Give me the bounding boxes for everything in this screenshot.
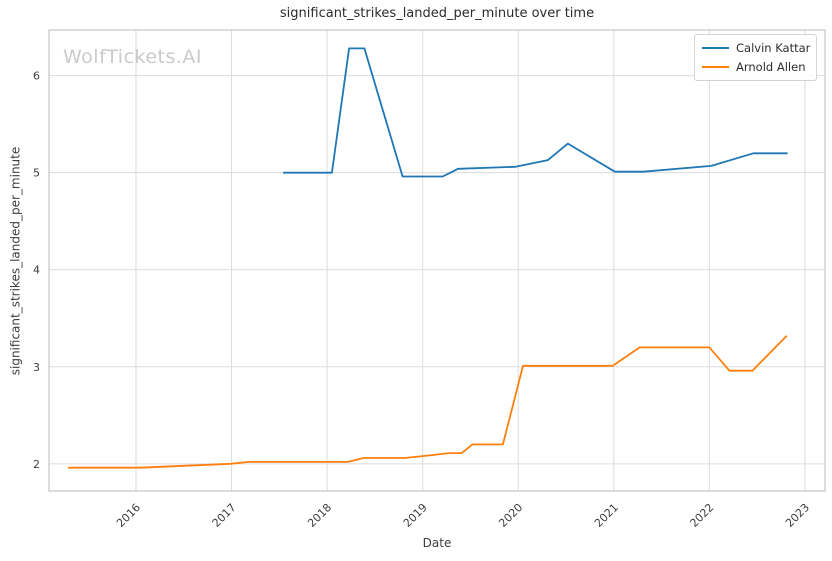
x-tick-label: 2022 — [687, 501, 716, 530]
x-axis-label: Date — [422, 536, 452, 550]
y-axis-label-container: significant_strikes_landed_per_minute — [4, 30, 26, 491]
legend: Calvin Kattar Arnold Allen — [694, 34, 817, 81]
legend-item: Arnold Allen — [702, 59, 808, 75]
legend-line-swatch — [702, 47, 729, 49]
legend-label: Arnold Allen — [736, 60, 806, 74]
y-axis-label: significant_strikes_landed_per_minute — [8, 146, 23, 375]
x-tick-label: 2021 — [592, 501, 621, 530]
y-tick-label: 2 — [33, 458, 40, 471]
series-line-arnold-allen — [68, 335, 788, 469]
y-tick-label: 3 — [33, 361, 40, 374]
x-tick-label: 2016 — [114, 501, 143, 530]
y-tick-label: 4 — [33, 264, 40, 277]
y-tick-label: 5 — [33, 167, 40, 180]
x-tick-label: 2017 — [210, 501, 239, 530]
plot-border — [48, 29, 826, 492]
x-tick-label: 2020 — [496, 501, 525, 530]
chart-title: significant_strikes_landed_per_minute ov… — [279, 6, 595, 21]
legend-label: Calvin Kattar — [736, 41, 811, 55]
legend-item: Calvin Kattar — [702, 40, 811, 56]
x-tick-label: 2018 — [305, 501, 334, 530]
y-tick-label: 6 — [33, 70, 40, 83]
x-tick-label: 2019 — [401, 501, 430, 530]
series-line-calvin-kattar — [283, 47, 788, 178]
watermark: WolfTickets.AI — [63, 46, 203, 68]
x-tick-label: 2023 — [783, 501, 812, 530]
legend-line-swatch — [702, 66, 729, 68]
